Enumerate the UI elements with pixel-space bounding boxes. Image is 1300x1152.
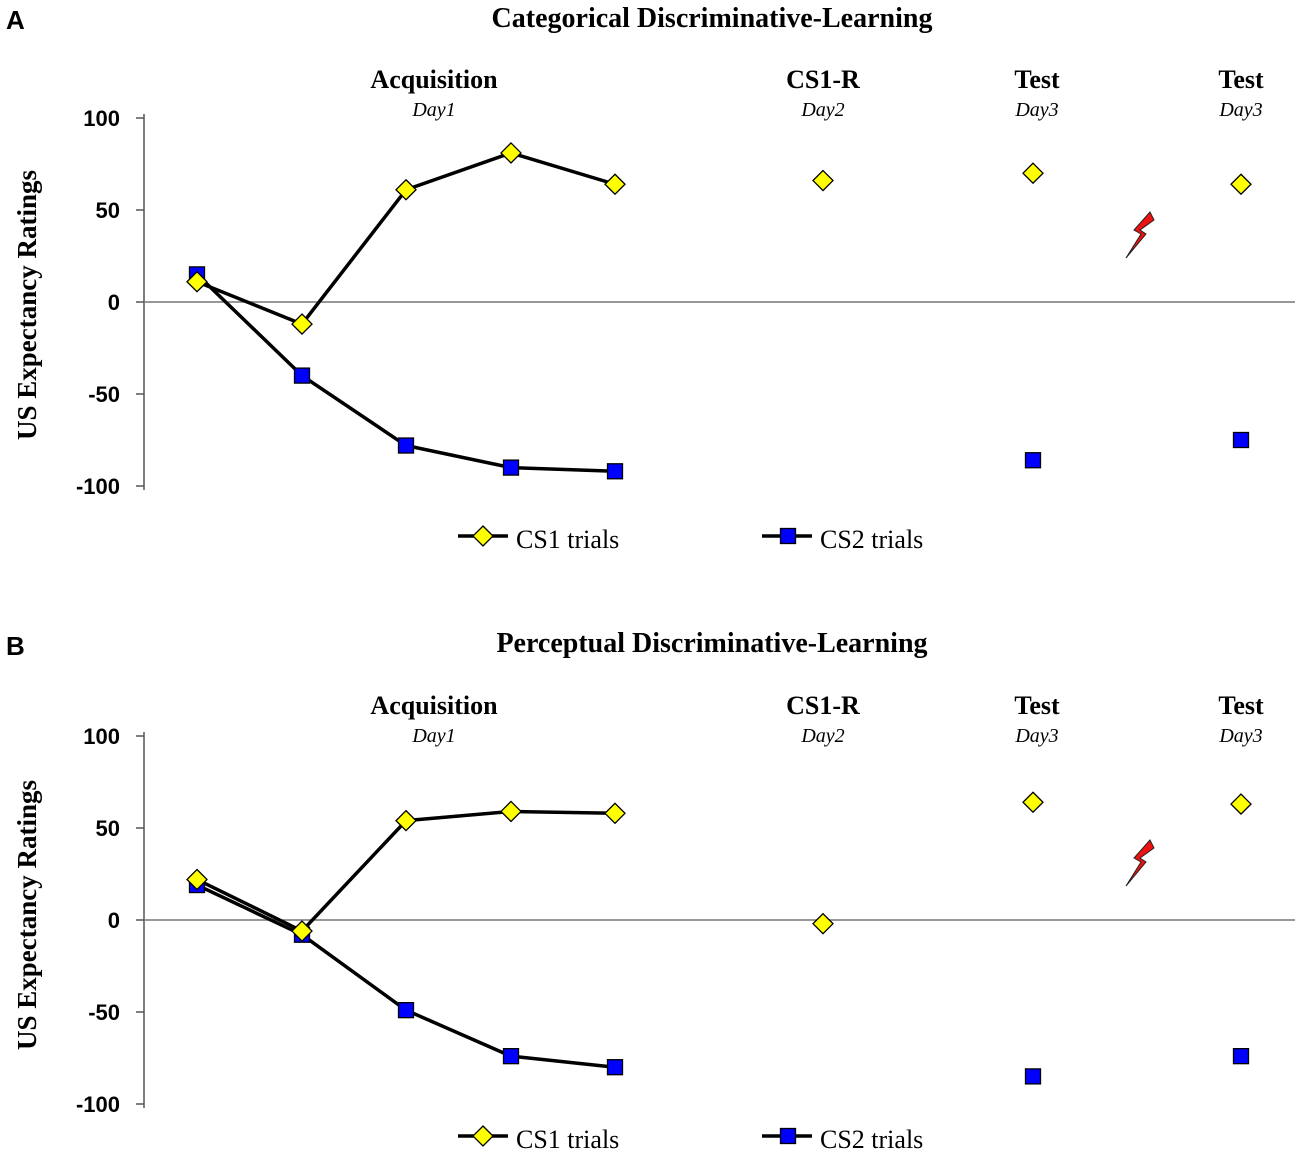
chart-panel-b: B Perceptual Discriminative-Learning Acqui…	[6, 628, 1295, 1152]
cs2-test1-point	[1024, 452, 1042, 469]
lightning-bolt-icon	[1125, 839, 1155, 887]
chart-panel-a: A Categorical Discriminative-Learning Acqu…	[6, 3, 1295, 554]
cs1-acquisition-point	[186, 868, 208, 891]
panel-letter: A	[6, 5, 25, 35]
cs1-acquisition-point	[291, 313, 313, 335]
phase-day-label: Day3	[1218, 99, 1262, 121]
cs1-acquisition-point	[395, 809, 417, 832]
cs2-acquisition-point	[606, 463, 624, 480]
y-axis-label: US Expectancy Ratings	[12, 780, 42, 1050]
cs2-acquisition-point	[397, 437, 415, 454]
legend-label-cs1: CS1 trials	[516, 525, 619, 554]
phase-day-label: Day3	[1014, 725, 1058, 747]
legend-marker-cs1	[472, 1125, 494, 1147]
panel-letter: B	[6, 631, 25, 661]
cs2-test2-point	[1232, 1048, 1250, 1065]
phase-day-label: Day2	[800, 99, 844, 121]
chart-title: Categorical Discriminative-Learning	[492, 3, 933, 34]
cs1-acquisition-point	[500, 800, 522, 823]
cs1-test2-point	[1230, 173, 1252, 196]
cs2-acquisition-point	[293, 367, 311, 384]
y-tick-label: -100	[76, 1092, 120, 1117]
cs2-acquisition-point	[502, 459, 520, 476]
cs2-test2-point	[1232, 431, 1250, 449]
y-tick-label: 50	[96, 816, 120, 841]
y-tick-label: -100	[76, 474, 120, 499]
legend-marker-cs2	[779, 1127, 797, 1145]
y-tick-label: 0	[108, 908, 120, 933]
phase-label: CS1-R	[786, 691, 860, 720]
cs2-acquisition-point	[606, 1059, 624, 1076]
chart-title: Perceptual Discriminative-Learning	[496, 628, 927, 659]
phase-day-label: Day1	[411, 725, 455, 747]
cs1-acquisition-point	[604, 173, 626, 196]
cs1-acquisition-point	[186, 270, 208, 293]
legend-label-cs2: CS2 trials	[820, 525, 923, 554]
phase-label: Acquisition	[370, 691, 498, 720]
phase-label: Test	[1218, 65, 1264, 94]
cs1-acquisition-point	[395, 178, 417, 201]
y-tick-label: -50	[88, 382, 120, 407]
cs2-acquisition-point	[397, 1002, 415, 1019]
y-tick-label: 0	[108, 290, 120, 315]
cs1-test1-point	[1022, 791, 1044, 814]
legend-marker-cs1	[472, 525, 494, 547]
phase-label: CS1-R	[786, 65, 860, 94]
cs1-acquisition-point	[604, 802, 626, 825]
cs1-cs1r-point	[812, 169, 834, 192]
y-tick-label: 50	[96, 198, 120, 223]
cs2-acquisition-point	[502, 1048, 520, 1065]
y-tick-label: -50	[88, 1000, 120, 1025]
phase-day-label: Day2	[800, 725, 844, 747]
legend-marker-cs2	[779, 527, 797, 545]
phase-label: Test	[1218, 691, 1264, 720]
cs1-acquisition-point	[500, 142, 522, 164]
phase-label: Test	[1014, 65, 1060, 94]
lightning-bolt-icon	[1125, 211, 1155, 259]
cs2-test1-point	[1024, 1068, 1042, 1085]
series-line-cs2	[196, 883, 616, 1069]
phase-label: Test	[1014, 691, 1060, 720]
cs1-test1-point	[1022, 162, 1044, 185]
y-axis-label: US Expectancy Ratings	[12, 170, 42, 440]
phase-label: Acquisition	[370, 65, 498, 94]
cs1-acquisition-point	[291, 920, 313, 942]
y-tick-label: 100	[83, 106, 120, 131]
phase-day-label: Day3	[1014, 99, 1058, 121]
series-line-cs1	[196, 151, 616, 326]
phase-day-label: Day1	[411, 99, 455, 121]
cs1-test2-point	[1230, 793, 1252, 815]
legend-label-cs2: CS2 trials	[820, 1125, 923, 1152]
y-tick-label: 100	[83, 724, 120, 749]
cs1-cs1r-point	[812, 912, 834, 935]
legend-label-cs1: CS1 trials	[516, 1125, 619, 1152]
phase-day-label: Day3	[1218, 725, 1262, 747]
